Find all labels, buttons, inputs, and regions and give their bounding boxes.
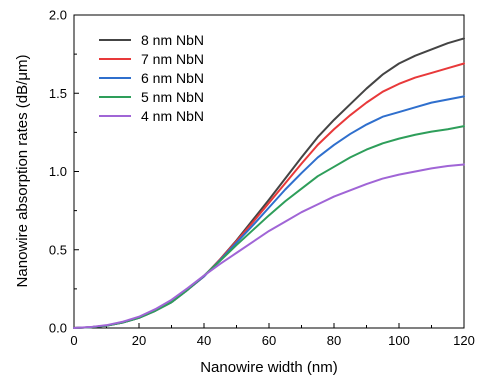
x-tick-label: 120: [453, 333, 475, 348]
y-tick-label: 1.0: [49, 164, 67, 179]
plot-frame: [73, 14, 465, 329]
y-axis-title: Nanowire absorption rates (dB/μm): [14, 55, 31, 288]
legend-label: 7 nm NbN: [141, 51, 204, 67]
x-tick-label: 60: [262, 333, 276, 348]
x-tick-label: 0: [70, 333, 77, 348]
series-line: [73, 95, 465, 329]
legend-label: 4 nm NbN: [141, 108, 204, 124]
x-tick-label: 80: [327, 333, 341, 348]
legend-label: 8 nm NbN: [141, 32, 204, 48]
y-tick-label: 0.0: [49, 321, 67, 336]
legend: 8 nm NbN 7 nm NbN 6 nm NbN 5 nm NbN 4 nm NbN: [99, 32, 204, 124]
x-axis-ticks: 0 20 40 60 80 100 120: [70, 323, 475, 348]
y-tick-label: 2.0: [49, 8, 67, 23]
x-tick-label: 20: [132, 333, 146, 348]
series-line: [73, 125, 465, 329]
series-line: [73, 163, 465, 329]
y-tick-label: 0.5: [49, 242, 67, 257]
y-tick-label: 1.5: [49, 86, 67, 101]
x-tick-label: 100: [388, 333, 410, 348]
x-axis-title: Nanowire width (nm): [200, 359, 338, 376]
legend-label: 6 nm NbN: [141, 70, 204, 86]
series-line: [73, 62, 465, 329]
x-tick-label: 40: [197, 333, 211, 348]
series-lines: [73, 37, 465, 329]
legend-label: 5 nm NbN: [141, 89, 204, 105]
